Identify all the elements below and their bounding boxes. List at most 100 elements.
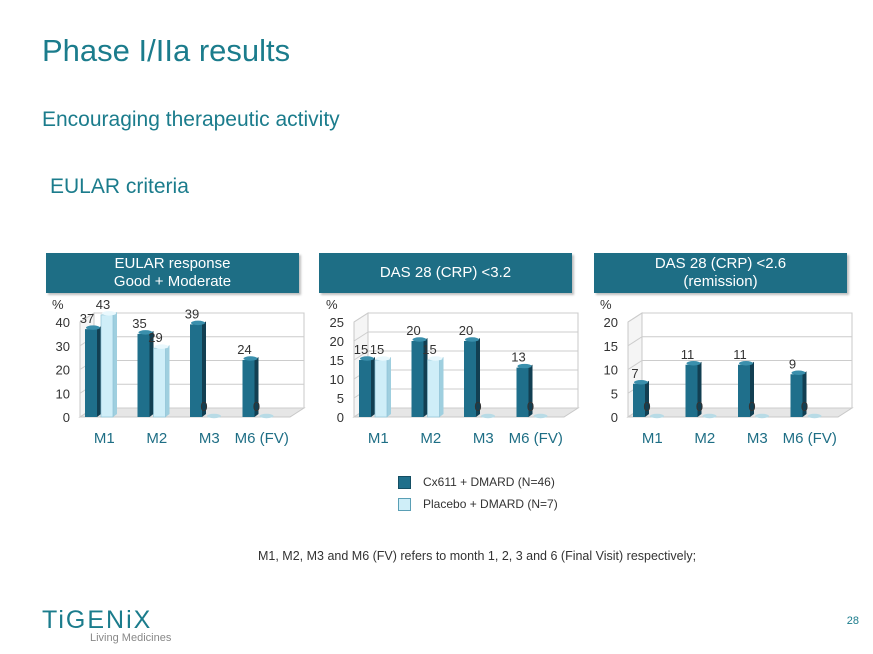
chart-header-line: DAS 28 (CRP) <3.2: [379, 264, 512, 281]
bar-front: [137, 333, 150, 417]
y-tick-label: 20: [330, 334, 344, 349]
bar-top: [376, 356, 390, 361]
bar-zero-disc: [207, 413, 221, 419]
bar-front: [85, 329, 97, 417]
bar-top: [465, 337, 479, 342]
chart-das28-26: 0 5 10 15 20% 7 0 M1 11 0 M2 11 0 M3 9 0 M6 (FV): [600, 297, 854, 447]
bar-zero-disc: [533, 413, 548, 419]
bar-top: [360, 356, 374, 361]
bar-zero-disc: [481, 413, 495, 419]
bar-zero-disc: [702, 413, 717, 419]
data-label: 15: [422, 342, 436, 357]
chart-header-das26: DAS 28 (CRP) <2.6 (remission): [594, 253, 847, 293]
bar-placebo: [153, 344, 170, 418]
bar-side: [97, 326, 101, 417]
bar-cx611: [85, 325, 101, 417]
x-tick-label: M3: [199, 430, 220, 447]
bar-top: [634, 380, 648, 385]
logo-image: TiGENiX Living Medicines: [42, 606, 172, 644]
data-label: 9: [789, 356, 796, 371]
y-tick-label: 10: [604, 363, 618, 378]
bar-top: [791, 370, 806, 375]
x-tick-label: M1: [94, 430, 115, 447]
y-axis-label: %: [52, 297, 64, 312]
page-subtitle: Encouraging therapeutic activity: [42, 108, 340, 131]
bar-top: [686, 361, 701, 366]
bar-cx611: [633, 380, 649, 417]
legend-swatch: [398, 475, 411, 489]
data-label: 39: [185, 306, 199, 321]
y-tick-label: 25: [330, 315, 344, 330]
bar-top: [138, 330, 153, 335]
gridline: [353, 350, 369, 361]
x-tick-label: M3: [473, 430, 494, 447]
bar-front: [738, 364, 750, 417]
bar-placebo: [427, 356, 444, 418]
data-label: 11: [681, 347, 695, 362]
bar-side: [645, 380, 649, 417]
logo-tagline: Living Medicines: [90, 632, 172, 644]
y-tick-label: 20: [56, 363, 70, 378]
y-tick-label: 0: [337, 410, 344, 425]
y-tick-label: 0: [63, 410, 70, 425]
x-tick-label: M2: [146, 430, 167, 447]
bar-front: [427, 359, 440, 418]
data-label: 20: [406, 323, 420, 338]
y-tick-label: 5: [337, 391, 344, 406]
bar-cx611: [242, 356, 259, 417]
y-tick-label: 15: [330, 353, 344, 368]
data-label: 0: [474, 399, 481, 414]
data-label: 11: [733, 347, 747, 362]
bar-front: [464, 341, 476, 417]
y-axis-label: %: [326, 297, 338, 312]
x-tick-label: M6 (FV): [783, 430, 837, 447]
x-tick-label: M6 (FV): [509, 430, 563, 447]
data-label: 7: [631, 366, 638, 381]
legend-item-cx611: Cx611 + DMARD (N=46): [398, 471, 558, 493]
bar-side: [113, 311, 117, 417]
data-label: 15: [370, 342, 384, 357]
bar-front: [633, 383, 645, 417]
bar-side: [165, 345, 170, 417]
bar-placebo: [100, 311, 117, 418]
bar-cx611: [790, 370, 807, 417]
data-label: 0: [801, 399, 808, 414]
gridline: [79, 312, 95, 323]
bar-placebo: [207, 413, 221, 419]
data-label: 0: [696, 399, 703, 414]
bar-front: [685, 364, 698, 417]
gridline: [353, 331, 369, 342]
x-tick-label: M2: [694, 430, 715, 447]
data-label: 0: [200, 399, 207, 414]
x-tick-label: M2: [420, 430, 441, 447]
bar-placebo: [650, 413, 664, 419]
chart-header-eular: EULAR response Good + Moderate: [46, 253, 299, 293]
y-tick-label: 15: [604, 339, 618, 354]
bar-front: [153, 347, 166, 418]
y-tick-label: 20: [604, 315, 618, 330]
x-tick-label: M6 (FV): [235, 430, 289, 447]
legend-swatch: [398, 497, 411, 511]
footnote: M1, M2, M3 and M6 (FV) refers to month 1…: [258, 549, 697, 563]
bar-cx611: [738, 361, 754, 417]
bar-front: [242, 360, 255, 417]
bar-top: [428, 356, 443, 361]
bar-top: [86, 325, 100, 330]
logo-wordmark: TiGENiX: [42, 606, 152, 634]
x-tick-label: M1: [642, 430, 663, 447]
chart-legend: Cx611 + DMARD (N=46) Placebo + DMARD (N=…: [398, 471, 558, 515]
bar-side: [476, 338, 480, 417]
bar-top: [517, 363, 532, 369]
chart-header-das32: DAS 28 (CRP) <3.2: [319, 253, 572, 293]
bar-side: [371, 357, 375, 417]
bar-side: [750, 361, 754, 417]
bar-placebo: [259, 413, 274, 419]
bar-side: [387, 357, 391, 417]
data-label: 0: [748, 399, 755, 414]
bar-front: [790, 374, 803, 417]
y-tick-label: 10: [330, 372, 344, 387]
gridline: [627, 336, 643, 347]
bar-zero-disc: [807, 413, 822, 419]
bar-front: [100, 314, 114, 418]
